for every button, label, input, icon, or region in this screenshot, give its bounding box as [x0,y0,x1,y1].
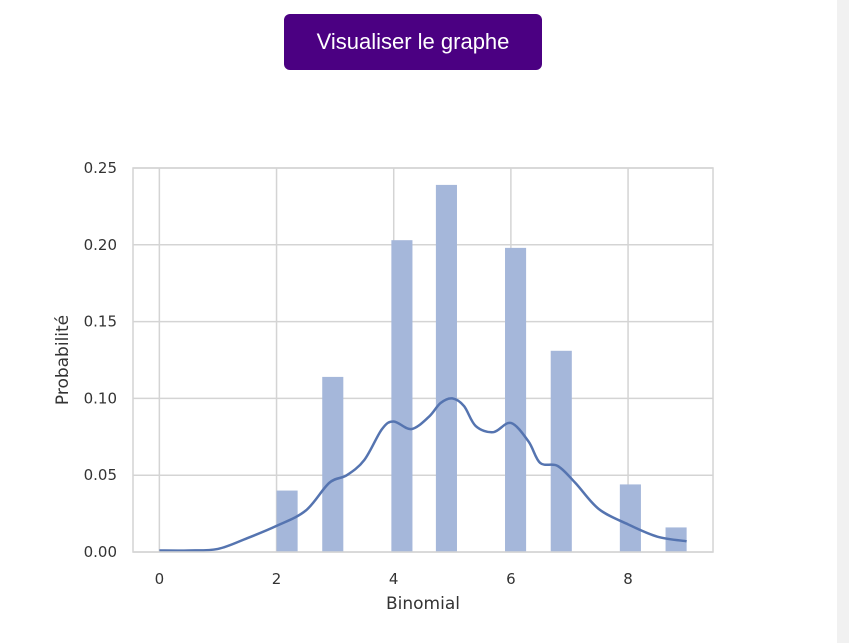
x-tick-label: 2 [272,570,282,588]
histogram-bar [550,350,572,552]
visualize-graph-button[interactable]: Visualiser le graphe [284,14,542,70]
y-tick-label: 0.25 [84,159,117,177]
histogram-bar [505,247,527,552]
x-tick-label: 0 [155,570,165,588]
histogram-bar [619,484,641,552]
x-axis-label: Binomial [386,594,460,614]
histogram-bars [276,184,687,552]
scrollbar-track[interactable] [837,0,849,643]
x-tick-label: 6 [506,570,516,588]
x-tick-labels: 0 2 4 6 8 [155,570,633,588]
plot-border [132,167,714,553]
x-tick-label: 8 [623,570,633,588]
histogram-bar [435,184,457,552]
y-tick-label: 0.15 [84,313,117,331]
y-tick-label: 0.00 [84,543,117,561]
kde-curve [159,397,687,552]
y-tick-label: 0.10 [84,389,117,407]
histogram-bar [322,376,344,552]
y-axis-label: Probabilité [53,315,73,405]
kde-line [159,397,687,552]
y-tick-label: 0.05 [84,466,117,484]
x-tick-label: 4 [389,570,399,588]
y-tick-labels: 0.00 0.05 0.10 0.15 0.20 0.25 [84,159,117,561]
histogram-bar [391,240,413,552]
plot-frame [132,167,714,553]
y-tick-label: 0.20 [84,236,117,254]
